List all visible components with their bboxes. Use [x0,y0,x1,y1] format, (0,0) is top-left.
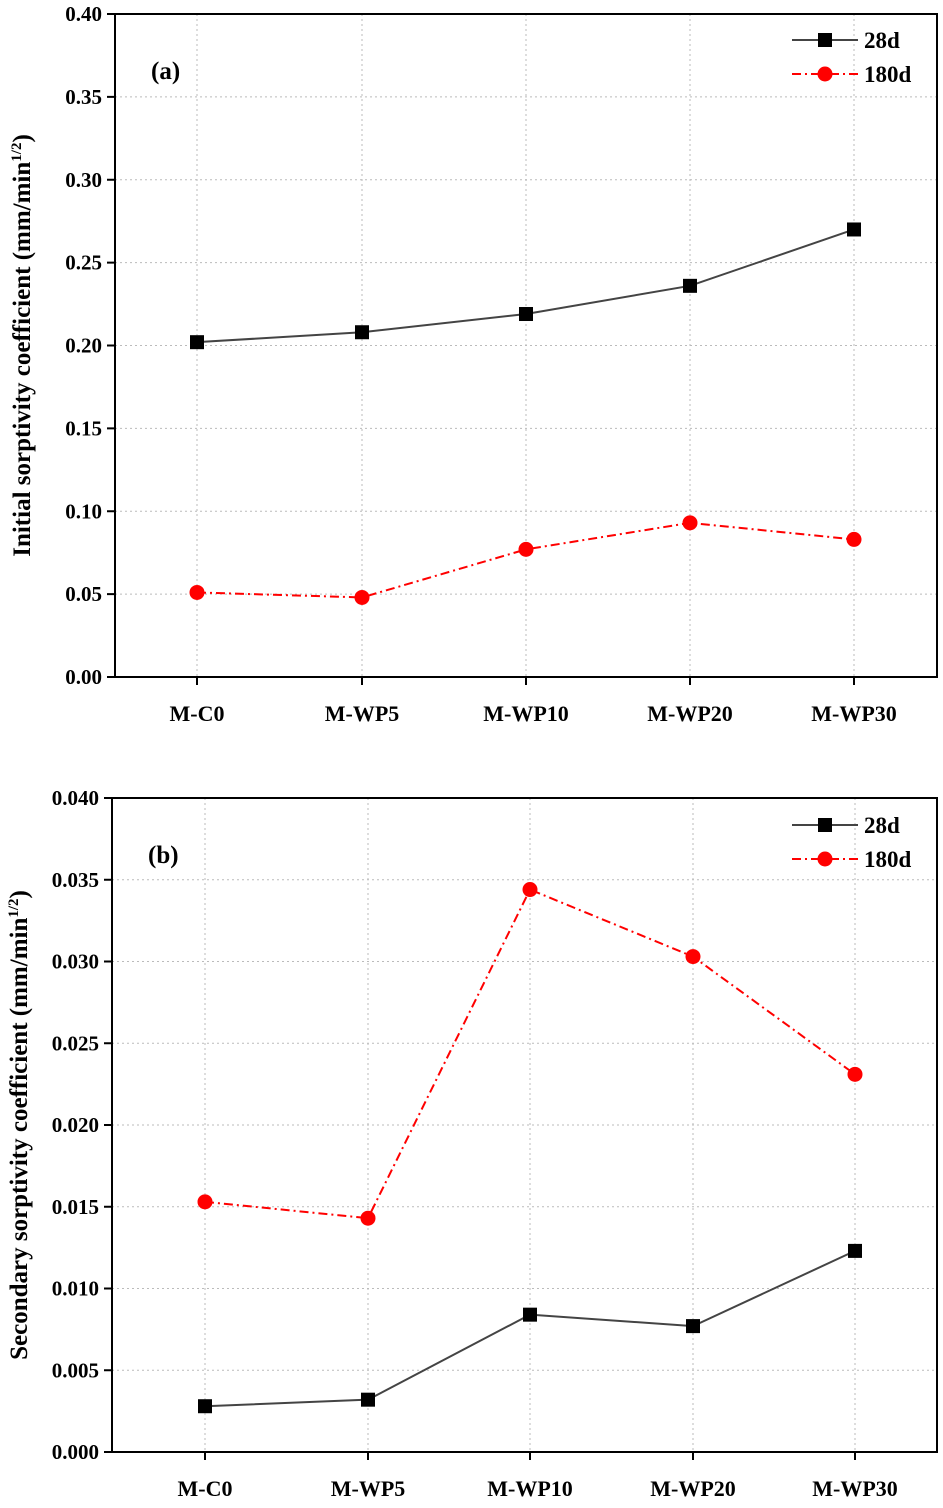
plot-frame [111,797,938,1453]
data-point-180d [360,1210,376,1226]
legend-label-28d: 28d [864,813,900,838]
plot-frame [114,13,938,678]
y-tick-label: 0.35 [65,85,102,109]
y-tick-label: 0.25 [65,251,102,275]
y-axis-label-sup: 1/2 [9,143,25,162]
data-point-180d [189,584,205,600]
y-axis-label-close: ) [6,890,33,898]
y-tick-label: 0.020 [52,1113,99,1137]
legend-label-180d: 180d [864,62,912,87]
x-tick-label: M-WP20 [650,1476,736,1501]
y-tick-label: 0.015 [52,1195,99,1219]
y-tick-label: 0.030 [52,950,99,974]
y-axis-label-text: Secondary sorptivity coefficient (mm/min [6,918,33,1360]
chart-panel-a: 0.00 0.05 0.10 0.15 0.20 0.25 0.30 0.35 0.40 M-C0… [9,2,938,726]
data-point-180d [685,949,701,965]
x-tick-label: M-C0 [170,701,225,726]
data-point-28d [198,1399,212,1414]
x-tick-label: M-WP30 [812,1476,898,1501]
y-axis-label-sup: 1/2 [6,898,22,917]
series-line-180d [204,888,856,1220]
data-point-28d [190,335,204,350]
panel-label: (b) [148,842,179,869]
y-tick-label: 0.30 [65,168,102,192]
y-axis-label: Secondary sorptivity coefficient (mm/min… [6,890,33,1360]
y-tick-label: 0.005 [52,1358,99,1382]
y-tick-label: 0.00 [65,665,102,689]
data-point-180d [354,589,370,605]
y-axis-label-text: Initial sorptivity coefficient (mm/min [9,162,36,557]
y-axis-label: Initial sorptivity coefficient (mm/min1/… [9,134,36,557]
y-tick-label: 0.040 [52,786,99,810]
x-tick-label: M-WP10 [487,1476,573,1501]
series-line-180d [196,521,855,599]
y-tick-label: 0.40 [65,2,102,26]
y-tick-label: 0.035 [52,868,99,892]
y-tick-label: 0.05 [65,582,102,606]
legend-marker-28d [818,818,832,832]
data-point-28d [686,1319,700,1334]
legend-marker-180d [817,851,833,867]
data-point-180d [518,541,534,557]
data-point-180d [522,882,538,898]
legend-marker-180d [817,66,833,82]
data-point-28d [523,1307,537,1322]
legend-label-180d: 180d [864,847,912,872]
data-point-28d [848,1243,862,1258]
data-point-28d [519,307,533,322]
data-point-180d [847,1066,863,1082]
y-axis-label-close: ) [9,134,36,142]
chart-panel-b: 0.000 0.005 0.010 0.015 0.020 0.025 0.030 0.035… [6,786,938,1501]
x-tick-label: M-WP20 [647,701,733,726]
y-tick-label: 0.15 [65,416,102,440]
y-tick-label: 0.010 [52,1277,99,1301]
legend-label-28d: 28d [864,28,900,53]
panel-label: (a) [151,58,180,85]
data-point-28d [683,278,697,293]
x-tick-label: M-WP10 [483,701,569,726]
y-tick-label: 0.10 [65,499,102,523]
data-point-28d [361,1392,375,1407]
y-tick-label: 0.025 [52,1031,99,1055]
x-tick-label: M-WP5 [331,1476,406,1501]
data-point-180d [682,515,698,531]
legend-marker-28d [818,33,832,47]
x-tick-label: M-WP30 [811,701,897,726]
x-tick-label: M-WP5 [325,701,400,726]
data-point-28d [847,222,861,237]
data-point-180d [197,1194,213,1210]
data-point-180d [846,531,862,547]
x-tick-label: M-C0 [178,1476,233,1501]
y-tick-label: 0.20 [65,334,102,358]
y-tick-label: 0.000 [52,1440,99,1464]
data-point-28d [355,325,369,340]
